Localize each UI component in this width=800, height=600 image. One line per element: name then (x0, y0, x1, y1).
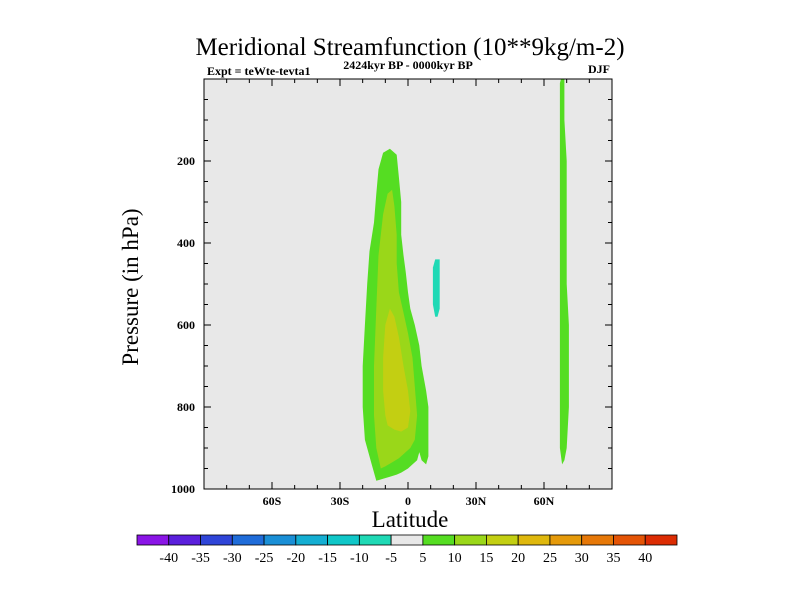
colorbar-swatch (549, 534, 583, 546)
colorbar-swatch (581, 534, 614, 546)
x-axis-title: Latitude (372, 507, 449, 532)
colorbar-label: -10 (350, 551, 369, 566)
x-tick-label: 0 (405, 494, 411, 508)
colorbar: -40 -35 -30 -25 -20 -15 -10 -5 5 10 15 20 25 30 35 40 (136, 534, 678, 566)
colorbar-swatch (358, 534, 392, 546)
colorbar-swatch (454, 534, 487, 546)
colorbar-label: -35 (191, 551, 210, 566)
colorbar-swatch (200, 534, 233, 546)
colorbar-swatch (422, 534, 456, 546)
colorbar-label: -40 (159, 551, 178, 566)
colorbar-label: 15 (479, 551, 493, 566)
colorbar-label: -30 (223, 551, 242, 566)
contour-fills (362, 79, 569, 481)
season-label: DJF (588, 62, 610, 76)
x-tick-label: 60S (263, 494, 282, 508)
colorbar-label: -15 (318, 551, 337, 566)
colorbar-swatch (295, 534, 328, 546)
northern-plus-5-region (559, 79, 569, 465)
chart-subtitle: 2424kyr BP - 0000kyr BP (343, 58, 473, 72)
colorbar-label: -25 (255, 551, 274, 566)
y-axis-title: Pressure (in hPa) (118, 208, 143, 365)
y-tick-label: 1000 (171, 482, 195, 496)
colorbar-label: 10 (448, 551, 462, 566)
colorbar-label: -20 (286, 551, 305, 566)
axis-ticks: 60S 30S 0 30N 60N 200 400 600 800 1000 (171, 79, 612, 508)
chart-title: Meridional Streamfunction (10**9kg/m-2) (195, 34, 624, 61)
x-tick-label: 30N (466, 494, 487, 508)
x-tick-label: 30S (331, 494, 350, 508)
colorbar-swatch (486, 534, 519, 546)
colorbar-label: -5 (385, 551, 397, 566)
colorbar-label: 30 (575, 551, 589, 566)
colorbar-label: 40 (638, 551, 652, 566)
experiment-label: Expt = teWte-tevta1 (207, 64, 310, 78)
minus-5-region (432, 259, 440, 317)
colorbar-swatch (613, 534, 646, 546)
colorbar-swatch (644, 534, 678, 546)
colorbar-label: 5 (419, 551, 426, 566)
colorbar-swatch (136, 534, 170, 546)
colorbar-swatch (517, 534, 551, 546)
colorbar-swatch (390, 534, 424, 546)
y-tick-label: 800 (177, 400, 195, 414)
colorbar-label: 20 (511, 551, 525, 566)
colorbar-swatch (263, 534, 297, 546)
colorbar-label: 25 (543, 551, 557, 566)
colorbar-swatch (231, 534, 265, 546)
y-tick-label: 600 (177, 318, 195, 332)
y-tick-label: 200 (177, 154, 195, 168)
colorbar-swatch (327, 534, 360, 546)
colorbar-swatch (168, 534, 201, 546)
x-tick-label: 60N (534, 494, 555, 508)
y-tick-label: 400 (177, 236, 195, 250)
colorbar-label: 35 (606, 551, 620, 566)
plus-15-region (383, 308, 411, 432)
